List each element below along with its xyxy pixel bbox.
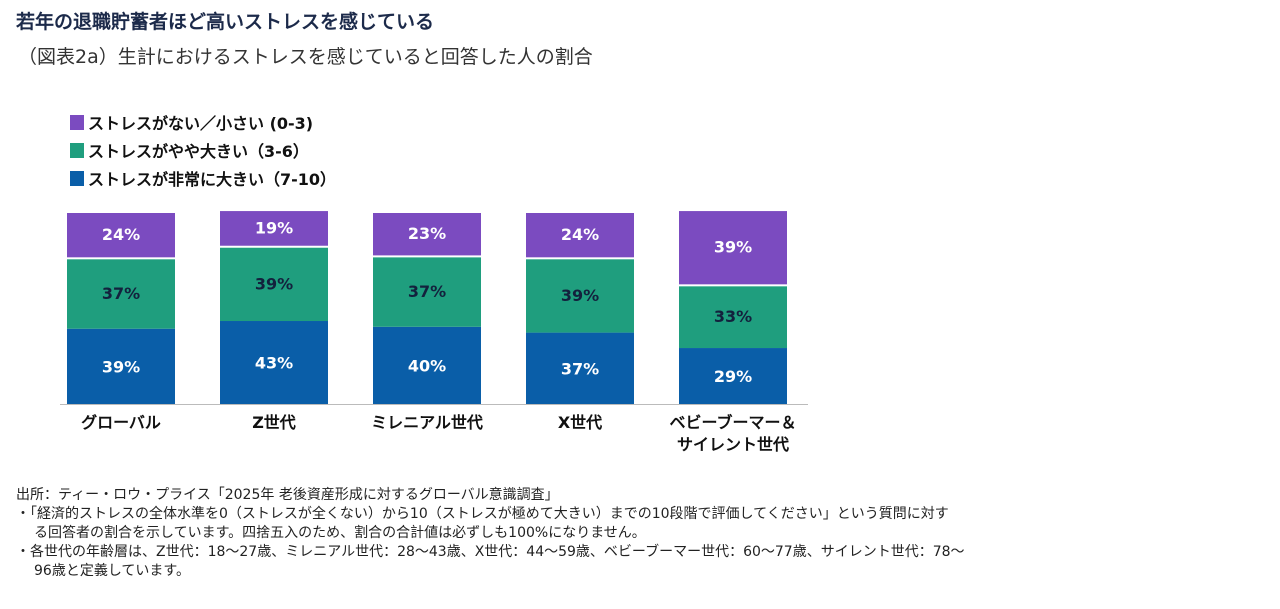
bar-segment — [220, 211, 328, 246]
legend: ストレスがない／小さい (0-3) ストレスがやや大きい（3-6） ストレスが非… — [70, 108, 336, 192]
note-1: ・「経済的ストレスの全体水準を0（ストレスが全くない）から10（ストレスが極めて… — [16, 506, 949, 522]
data-label: 37% — [561, 359, 599, 378]
category-label: サイレント世代 — [677, 435, 789, 454]
bar-segment — [526, 332, 634, 404]
data-label: 24% — [561, 225, 599, 244]
category-label: X世代 — [558, 413, 602, 432]
legend-label: ストレスが非常に大きい（7-10） — [88, 170, 337, 189]
bar-segment — [526, 259, 634, 333]
bar-segment — [679, 348, 787, 404]
chart-subtitle: （図表2a）生計におけるストレスを感じていると回答した人の割合 — [18, 46, 593, 68]
data-label: 40% — [408, 356, 446, 375]
bar-segment — [67, 213, 175, 258]
bar-segment — [679, 286, 787, 349]
data-label: 39% — [102, 357, 140, 376]
note-2-cont: 96歳と定義しています。 — [34, 563, 190, 579]
legend-swatch — [70, 142, 84, 158]
category-label: ベビーブーマー＆ — [669, 413, 796, 432]
bar-segment — [220, 321, 328, 404]
legend-item-mid: ストレスがやや大きい（3-6） — [70, 136, 336, 164]
bar-segment — [373, 326, 481, 404]
bar-segment — [373, 213, 481, 256]
legend-swatch — [70, 170, 84, 186]
bar-segment — [220, 247, 328, 322]
footnotes: 出所：ティー・ロウ・プライス「2025年 老後資産形成に対するグローバル意識調査… — [16, 486, 1276, 581]
legend-label: ストレスがやや大きい（3-6） — [88, 142, 309, 161]
legend-swatch — [70, 114, 84, 130]
data-label: 37% — [408, 282, 446, 301]
data-label: 23% — [408, 224, 446, 243]
data-label: 43% — [255, 354, 293, 373]
bar-segment — [526, 213, 634, 258]
data-label: 19% — [255, 218, 293, 237]
data-label: 39% — [255, 274, 293, 293]
note-2: ・各世代の年齢層は、Z世代：18～27歳、ミレニアル世代：28～43歳、X世代：… — [16, 544, 965, 560]
bar-segment — [67, 259, 175, 329]
category-label: Z世代 — [252, 413, 296, 432]
data-label: 39% — [714, 238, 752, 257]
source-note: 出所：ティー・ロウ・プライス「2025年 老後資産形成に対するグローバル意識調査… — [16, 487, 559, 503]
stacked-bar-chart: 39% 37% 24% グローバル 43% 39% 19% Z世代 40% 37% 23% ミレニアル… — [60, 211, 808, 454]
note-1-cont: る回答者の割合を示しています。四捨五入のため、割合の合計値は必ずしも100%にな… — [34, 525, 646, 541]
bar-segment — [67, 328, 175, 404]
legend-label: ストレスがない／小さい (0-3) — [88, 114, 314, 133]
legend-item-low: ストレスがない／小さい (0-3) — [70, 108, 336, 136]
bar-segment — [373, 257, 481, 327]
data-label: 37% — [102, 284, 140, 303]
data-label: 39% — [561, 286, 599, 305]
data-label: 33% — [714, 307, 752, 326]
chart-title: 若年の退職貯蓄者ほど高いストレスを感じている — [16, 11, 435, 33]
category-label: ミレニアル世代 — [371, 413, 483, 432]
data-label: 29% — [714, 367, 752, 386]
category-label: グローバル — [81, 413, 161, 432]
legend-item-high: ストレスが非常に大きい（7-10） — [70, 164, 336, 192]
data-label: 24% — [102, 225, 140, 244]
bar-segment — [679, 211, 787, 285]
